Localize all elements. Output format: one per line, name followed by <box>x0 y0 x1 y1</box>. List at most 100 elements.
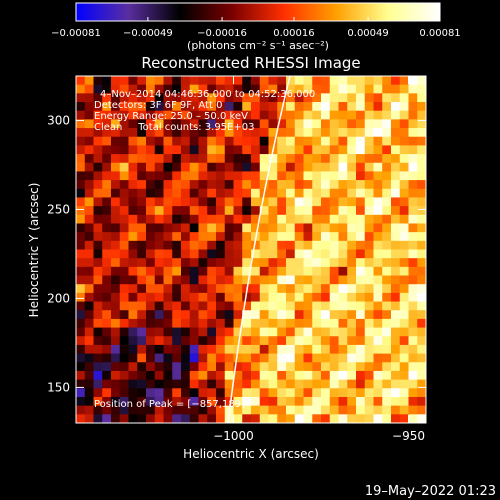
heatmap-cell <box>172 388 182 398</box>
heatmap-cell <box>111 388 121 398</box>
heatmap-cell <box>338 154 348 164</box>
heatmap-cell <box>242 76 252 86</box>
heatmap-cell <box>321 223 331 233</box>
heatmap-cell <box>251 223 261 233</box>
heatmap-cell <box>321 145 331 155</box>
heatmap-cell <box>233 110 243 120</box>
heatmap-cell <box>119 145 129 155</box>
heatmap-cell <box>137 197 147 207</box>
heatmap-cell <box>137 136 147 146</box>
heatmap-cell <box>312 128 322 138</box>
heatmap-cell <box>154 327 164 337</box>
heatmap-cell <box>128 180 138 190</box>
heatmap-cell <box>76 232 86 242</box>
heatmap-cell <box>329 318 339 328</box>
heatmap-cell <box>347 84 357 94</box>
heatmap-cell <box>181 180 191 190</box>
heatmap-cell <box>119 327 129 337</box>
heatmap-cell <box>111 197 121 207</box>
heatmap-cell <box>356 379 366 389</box>
heatmap-cell <box>259 301 269 311</box>
heatmap-cell <box>277 275 287 285</box>
heatmap-cell <box>329 301 339 311</box>
heatmap-cell <box>102 188 112 198</box>
heatmap-cell <box>417 414 426 423</box>
heatmap-cell <box>146 370 156 381</box>
heatmap-cell <box>76 154 86 164</box>
heatmap-cell <box>399 249 409 259</box>
heatmap-cell <box>207 292 217 302</box>
heatmap-cell <box>286 223 296 233</box>
heatmap-cell <box>382 258 392 268</box>
heatmap-cell <box>338 275 348 285</box>
heatmap-cell <box>128 266 138 276</box>
heatmap-cell <box>277 214 287 224</box>
x-tick-label: −950 <box>392 429 425 443</box>
heatmap-cell <box>399 405 409 415</box>
heatmap-cell <box>181 353 191 363</box>
heatmap-cell <box>259 145 269 155</box>
heatmap-cell <box>207 145 217 155</box>
heatmap-cell <box>277 414 287 423</box>
heatmap-cell <box>312 110 322 120</box>
heatmap-cell <box>102 102 112 112</box>
heatmap-cell <box>163 180 173 190</box>
heatmap-cell <box>321 84 331 94</box>
heatmap-cell <box>189 119 199 129</box>
heatmap-cell <box>321 206 331 216</box>
heatmap-cell <box>198 284 208 294</box>
heatmap-cell <box>163 266 173 276</box>
heatmap-cell <box>154 76 164 86</box>
heatmap-cell <box>408 197 418 207</box>
heatmap-cell <box>163 214 173 224</box>
heatmap-cell <box>382 310 392 320</box>
heatmap-cell <box>321 110 331 120</box>
heatmap-cell <box>146 240 156 250</box>
heatmap-cell <box>286 154 296 164</box>
heatmap-cell <box>84 353 94 363</box>
heatmap-cell <box>233 84 243 94</box>
heatmap-cell <box>312 206 322 216</box>
heatmap-cell <box>163 362 173 372</box>
heatmap-cell <box>172 379 182 389</box>
heatmap-cell <box>111 249 121 259</box>
heatmap-cell <box>268 353 278 363</box>
heatmap-cell <box>189 362 199 372</box>
heatmap-cell <box>321 180 331 190</box>
heatmap-cell <box>93 180 103 190</box>
heatmap-cell <box>233 310 243 320</box>
heatmap-cell <box>163 162 173 172</box>
heatmap-cell <box>338 162 348 172</box>
heatmap-cell <box>382 197 392 207</box>
heatmap-cell <box>329 370 339 381</box>
heatmap-cell <box>137 110 147 120</box>
heatmap-cell <box>137 206 147 216</box>
heatmap-cell <box>233 414 243 423</box>
heatmap-cell <box>207 396 217 407</box>
heatmap-cell <box>172 128 182 138</box>
heatmap-cell <box>312 119 322 129</box>
heatmap-cell <box>137 249 147 259</box>
heatmap-cell <box>146 180 156 190</box>
heatmap-cell <box>163 336 173 346</box>
heatmap-cell <box>286 171 296 181</box>
heatmap-cell <box>224 336 234 346</box>
heatmap-cell <box>338 318 348 328</box>
heatmap-cell <box>137 145 147 155</box>
heatmap-cell <box>242 353 252 363</box>
heatmap-cell <box>391 327 401 337</box>
heatmap-cell <box>294 336 304 346</box>
heatmap-cell <box>76 336 86 346</box>
heatmap-cell <box>286 396 296 407</box>
heatmap-cell <box>408 136 418 146</box>
heatmap-cell <box>154 405 164 415</box>
heatmap-cell <box>277 197 287 207</box>
heatmap-cell <box>163 379 173 389</box>
heatmap-cell <box>338 145 348 155</box>
heatmap-cell <box>119 370 129 381</box>
heatmap-cell <box>373 336 383 346</box>
heatmap-cell <box>303 344 313 354</box>
heatmap-cell <box>373 318 383 328</box>
heatmap-cell <box>198 379 208 389</box>
heatmap-cell <box>277 388 287 398</box>
